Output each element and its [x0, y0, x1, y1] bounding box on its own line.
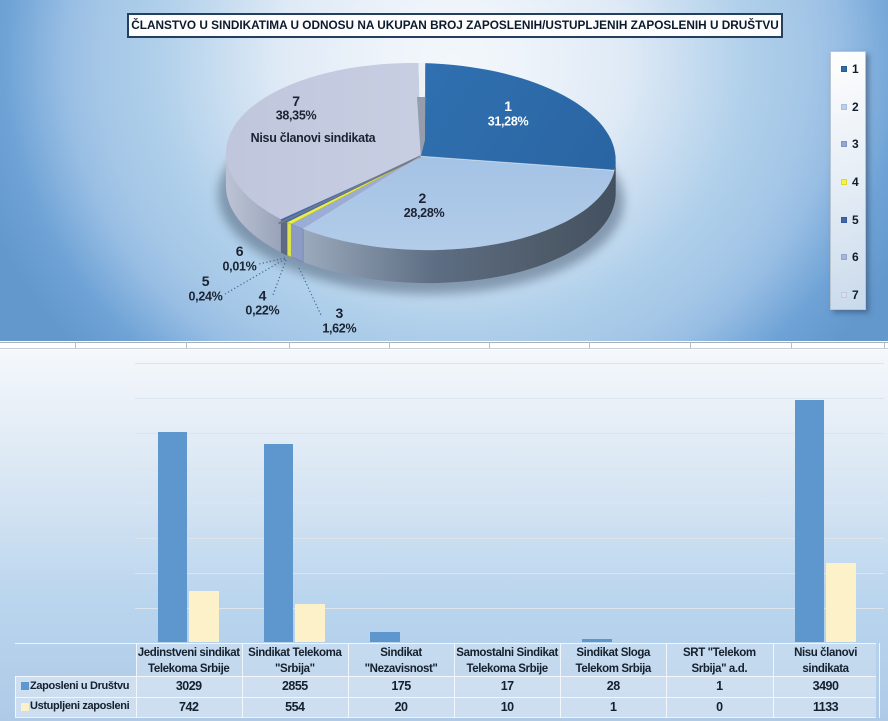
svg-text:0,22%: 0,22% — [245, 304, 279, 318]
svg-text:0,24%: 0,24% — [189, 290, 223, 304]
svg-text:1,62%: 1,62% — [322, 322, 356, 336]
svg-text:6: 6 — [236, 243, 244, 259]
svg-text:Nisu članovi sindikata: Nisu članovi sindikata — [251, 131, 377, 145]
svg-text:28,28%: 28,28% — [404, 206, 445, 220]
svg-text:31,28%: 31,28% — [488, 115, 529, 129]
svg-text:4: 4 — [259, 288, 267, 304]
svg-text:5: 5 — [202, 273, 210, 289]
svg-text:7: 7 — [292, 93, 300, 109]
svg-text:0,01%: 0,01% — [223, 260, 257, 274]
svg-text:38,35%: 38,35% — [276, 109, 317, 123]
svg-text:3: 3 — [336, 305, 344, 321]
svg-text:2: 2 — [419, 190, 427, 206]
svg-text:1: 1 — [504, 98, 512, 114]
